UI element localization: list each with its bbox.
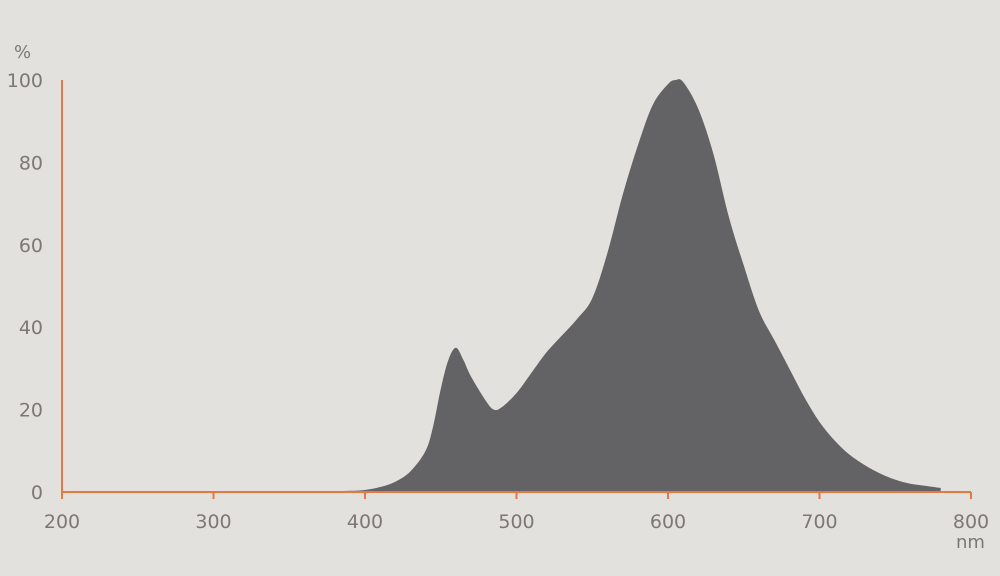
x-tick-label: 400: [347, 511, 383, 533]
x-tick-label: 800: [953, 511, 989, 533]
y-tick-label: 80: [19, 152, 43, 174]
x-tick-label: 700: [801, 511, 837, 533]
spectrum-area: [334, 79, 941, 492]
x-tick-label: 300: [195, 511, 231, 533]
x-tick-label: 500: [498, 511, 534, 533]
y-tick-label: 60: [19, 235, 43, 257]
x-tick-label: 600: [650, 511, 686, 533]
y-ticks: 0 20 40 60 80 100: [7, 70, 43, 504]
y-axis-unit: %: [14, 42, 31, 63]
y-tick-label: 20: [19, 400, 43, 422]
y-tick-label: 40: [19, 317, 43, 339]
x-ticks: 200 300 400 500 600 700 800: [44, 492, 989, 533]
y-tick-label: 100: [7, 70, 43, 92]
x-tick-label: 200: [44, 511, 80, 533]
x-axis-unit: nm: [956, 532, 985, 553]
y-tick-label: 0: [31, 482, 43, 504]
